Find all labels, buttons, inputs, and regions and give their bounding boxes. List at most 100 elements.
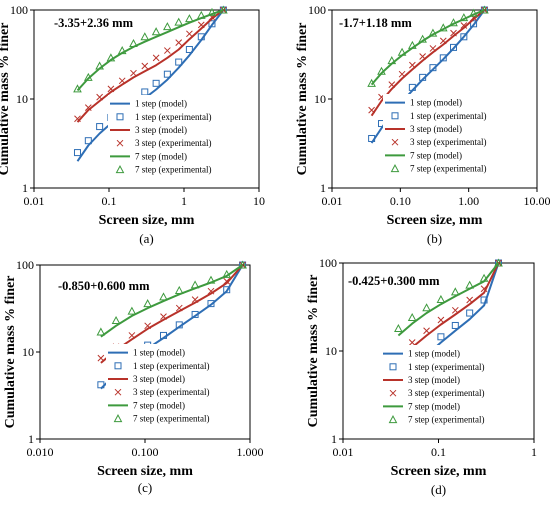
legend-label: 7 step (model) — [408, 401, 460, 411]
y-axis-title: Cumulative mass % finer — [295, 23, 310, 176]
legend: 1 step (model)1 step (experimental)3 ste… — [106, 344, 214, 427]
data-point-cross — [409, 339, 415, 345]
data-point-cross — [467, 297, 473, 303]
x-tick-label: 0.010 — [27, 445, 54, 459]
data-point-triangle — [176, 287, 183, 294]
panel-title: -0.850+0.600 mm — [58, 279, 150, 293]
x-tick-label: 0.1 — [102, 194, 117, 208]
legend-label: 3 step (experimental) — [408, 388, 484, 398]
data-point-cross — [186, 31, 192, 37]
data-point-cross — [97, 94, 103, 100]
x-tick-label: 0.01 — [24, 194, 45, 208]
y-tick-label: 10 — [16, 92, 28, 106]
x-axis-title: Screen size, mm — [391, 464, 487, 479]
y-tick-label: 1 — [22, 181, 28, 195]
x-tick-label: 10.00 — [524, 194, 550, 208]
data-point-triangle — [437, 296, 444, 303]
legend-label: 1 step (model) — [408, 349, 460, 359]
y-tick-label: 100 — [10, 3, 28, 17]
panel-letter: (c) — [138, 480, 152, 495]
x-axis-title: Screen size, mm — [99, 213, 195, 228]
data-point-cross — [129, 332, 135, 338]
data-point-cross — [164, 48, 170, 54]
model-line — [101, 265, 243, 337]
legend-label: 1 step (experimental) — [410, 111, 486, 121]
data-point-triangle — [423, 304, 430, 311]
data-point-cross — [198, 22, 204, 28]
data-point-square — [74, 150, 80, 156]
legend: 1 step (model)1 step (experimental)3 ste… — [108, 95, 216, 178]
data-point-triangle — [175, 19, 182, 26]
data-point-triangle — [128, 308, 135, 315]
data-point-triangle — [130, 40, 137, 47]
data-point-cross — [438, 317, 444, 323]
data-point-triangle — [113, 317, 120, 324]
data-point-cross — [176, 40, 182, 46]
data-point-triangle — [192, 281, 199, 288]
data-point-cross — [409, 62, 415, 68]
chart-svg: 1 10 100 0.01 0.10 1.00 10.00 Screen size, mm Cu… — [275, 0, 550, 251]
legend-label: 3 step (model) — [410, 124, 462, 134]
x-tick-label: 1.000 — [237, 445, 264, 459]
y-axis-title: Cumulative mass % finer — [0, 23, 12, 176]
y-tick-label: 10 — [314, 92, 326, 106]
data-point-square — [438, 334, 444, 340]
x-tick-label: 1.00 — [458, 194, 479, 208]
data-point-triangle — [153, 28, 160, 35]
data-point-cross — [440, 38, 446, 44]
y-tick-label: 1 — [28, 432, 34, 446]
chart-panel-b: 1 10 100 0.01 0.10 1.00 10.00 Screen size, mm Cu… — [275, 0, 550, 251]
data-point-triangle — [395, 325, 402, 332]
panel-letter: (b) — [427, 231, 442, 246]
legend-label: 7 step (experimental) — [133, 414, 209, 424]
chart-panel-a: 1 10 100 0.01 0.1 1 10 Screen size, mm Cumulativ… — [0, 0, 275, 251]
data-point-cross — [430, 45, 436, 51]
legend-label: 3 step (model) — [133, 374, 185, 384]
y-tick-label: 10 — [325, 344, 337, 358]
x-tick-label: 1 — [181, 194, 187, 208]
data-point-triangle — [466, 282, 473, 289]
x-tick-label: 10 — [253, 194, 265, 208]
y-tick-label: 100 — [308, 3, 326, 17]
y-tick-label: 1 — [331, 432, 337, 446]
panel-title: -1.7+1.18 mm — [339, 16, 412, 30]
y-axis-title: Cumulative mass % finer — [3, 276, 18, 429]
legend-label: 3 step (model) — [408, 375, 460, 385]
panel-title: -0.425+0.300 mm — [348, 274, 440, 288]
x-tick-label: 1 — [531, 445, 537, 459]
legend-label: 3 step (experimental) — [135, 138, 211, 148]
chart-svg: 1 10 100 0.01 0.1 1 10 Screen size, mm Cumulativ… — [0, 0, 275, 251]
legend-label: 1 step (experimental) — [135, 112, 211, 122]
y-axis-title: Cumulative mass % finer — [306, 275, 321, 428]
series-model-seven_step — [101, 265, 243, 337]
x-axis-title: Screen size, mm — [387, 213, 483, 228]
y-tick-label: 100 — [16, 258, 34, 272]
data-point-cross — [399, 71, 405, 77]
legend-label: 1 step (experimental) — [408, 362, 484, 372]
data-point-square — [452, 322, 458, 328]
y-tick-label: 10 — [22, 345, 34, 359]
data-point-cross — [130, 70, 136, 76]
legend-label: 7 step (model) — [135, 151, 187, 161]
data-point-triangle — [141, 33, 148, 40]
legend-label: 3 step (experimental) — [133, 387, 209, 397]
data-point-triangle — [452, 288, 459, 295]
x-tick-label: 0.10 — [390, 194, 411, 208]
data-point-cross — [424, 328, 430, 334]
y-tick-label: 1 — [320, 181, 326, 195]
data-point-square — [153, 80, 159, 86]
data-point-cross — [98, 355, 104, 361]
data-point-triangle — [97, 328, 104, 335]
data-point-cross — [369, 107, 375, 113]
legend: 1 step (model) 1 step (experimental) 3 ste… — [381, 345, 489, 428]
data-point-square — [467, 310, 473, 316]
y-tick-label: 100 — [319, 256, 337, 270]
x-tick-label: 0.01 — [322, 194, 343, 208]
data-point-cross — [142, 63, 148, 69]
x-tick-label: 0.100 — [132, 445, 159, 459]
legend-label: 7 step (model) — [410, 150, 462, 160]
